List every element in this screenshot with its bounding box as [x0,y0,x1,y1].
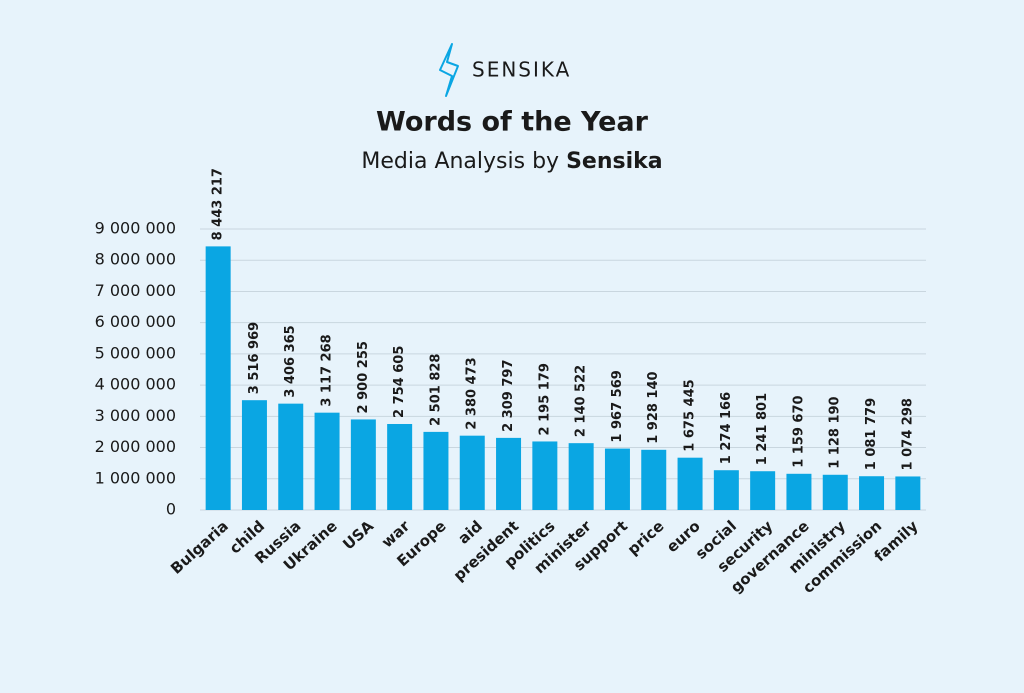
y-tick-label: 6 000 000 [95,312,176,331]
y-tick-label: 4 000 000 [95,375,176,394]
bar [895,476,921,510]
bar [459,435,485,510]
bar [677,457,703,510]
value-label: 2 754 605 [392,346,407,418]
chart-subtitle: Media Analysis by Sensika [361,149,662,174]
bar [568,443,594,510]
bar [314,412,340,510]
value-label: 1 074 298 [900,398,915,470]
bar [713,470,739,510]
value-label: 1 241 801 [755,393,770,465]
bar [278,403,304,510]
bar [350,419,376,510]
value-label: 1 928 140 [646,371,661,443]
bar [750,471,776,510]
value-label: 2 195 179 [537,363,552,435]
value-label: 2 501 828 [428,354,443,426]
value-label: 1 128 190 [828,396,843,468]
bar [423,431,449,510]
bar [532,441,558,510]
logo-text: SENSIKA [472,58,571,82]
value-label: 8 443 217 [211,168,226,240]
value-label: 1 081 779 [864,398,879,470]
y-tick-label: 5 000 000 [95,343,176,362]
bar [387,423,413,510]
value-label: 1 274 166 [719,392,734,464]
value-label: 2 309 797 [501,360,516,432]
value-label: 3 406 365 [283,325,298,397]
value-label: 3 117 268 [320,334,335,406]
value-label: 1 159 670 [791,395,806,467]
value-label: 1 675 445 [683,379,698,451]
y-tick-label: 3 000 000 [95,406,176,425]
bar [604,448,630,510]
y-tick-label: 8 000 000 [95,250,176,269]
subtitle-text: Media Analysis by [361,149,559,174]
subtitle-emphasis: Sensika [566,149,663,174]
chart-title: Words of the Year [376,107,649,138]
bar [822,474,848,510]
bar [786,473,812,510]
bar [859,476,885,510]
y-tick-label: 0 [166,500,176,519]
value-label: 1 967 569 [610,370,625,442]
y-tick-label: 1 000 000 [95,468,176,487]
value-label: 2 900 255 [356,341,371,413]
y-tick-label: 9 000 000 [95,219,176,238]
bar [241,400,267,510]
bar [641,449,667,510]
value-label: 2 380 473 [465,357,480,429]
logo-icon [439,43,459,97]
bar [205,246,231,510]
bar [496,437,522,510]
y-tick-label: 7 000 000 [95,281,176,300]
value-label: 3 516 969 [247,322,262,394]
y-tick-label: 2 000 000 [95,437,176,456]
value-label: 2 140 522 [574,365,589,437]
